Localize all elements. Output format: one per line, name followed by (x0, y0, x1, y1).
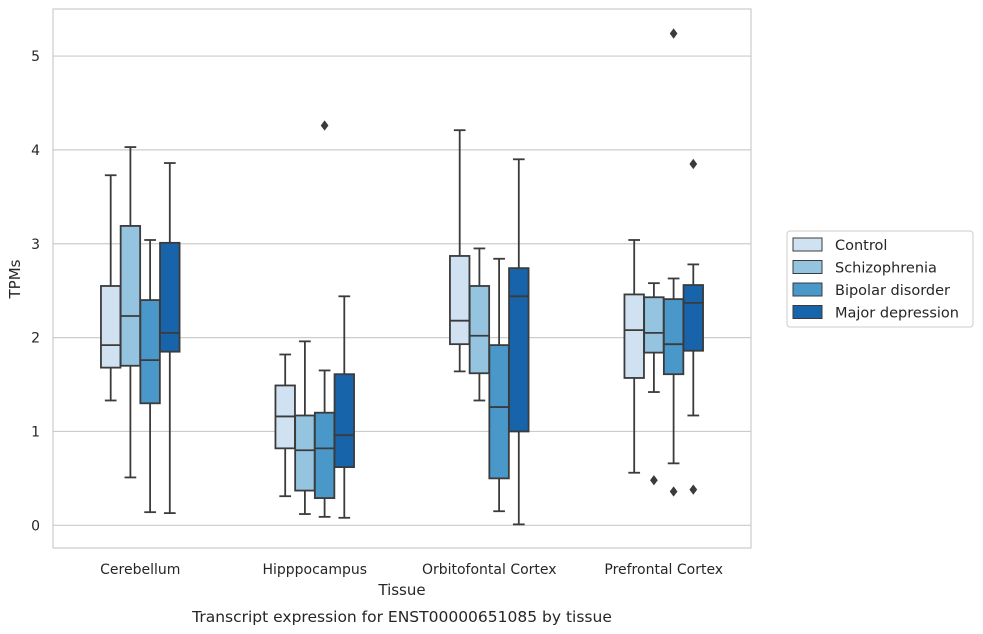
box-2-3 (508, 158, 530, 526)
x-tick-label: Prefrontal Cortex (604, 562, 723, 578)
outlier-point (669, 28, 678, 39)
legend-label: Schizophrenia (835, 261, 937, 277)
box-body (119, 225, 142, 367)
box-body (313, 411, 336, 499)
box-2-2 (488, 257, 510, 513)
y-tick-labels: 0 1 2 3 4 5 (31, 49, 40, 534)
box-body (159, 241, 181, 353)
outlier-point (650, 475, 658, 486)
box-body (333, 373, 355, 469)
y-axis-label: TPMs (6, 259, 24, 299)
box-body (139, 299, 161, 405)
box-body (100, 285, 122, 369)
y-tick-label: 4 (31, 143, 40, 159)
x-axis-label: Tissue (377, 581, 425, 599)
y-tick-label: 3 (31, 237, 40, 253)
box-body (662, 298, 685, 376)
box-body (488, 344, 510, 480)
legend-label: Control (835, 238, 887, 254)
chart-caption: Transcript expression for ENST0000065108… (191, 608, 612, 626)
box-body (449, 255, 471, 346)
box-3-2 (662, 28, 685, 497)
box-body (623, 293, 645, 379)
box-2-0 (449, 129, 471, 373)
legend-swatch (792, 237, 823, 252)
y-tick-label: 2 (31, 331, 40, 347)
outlier-point (669, 486, 678, 497)
outlier-point (689, 484, 698, 495)
y-tick-label: 0 (31, 518, 40, 534)
x-tick-labels: Cerebellum Hipppocampus Orbitofontal Corte… (100, 562, 723, 578)
x-tick-label: Hipppocampus (262, 562, 367, 578)
box-0-1 (119, 146, 142, 479)
box-2-1 (468, 247, 491, 402)
legend-frame (786, 230, 974, 328)
legend-label: Bipolar disorder (835, 283, 950, 299)
x-tick-label: Cerebellum (100, 562, 180, 578)
box-body (643, 296, 665, 354)
box-body (508, 267, 530, 433)
box-1-3 (333, 295, 355, 519)
legend-swatch (792, 282, 823, 297)
legend: Control Schizophrenia Bipolar disorder Majo… (786, 230, 974, 328)
outlier-point (320, 120, 329, 131)
y-tick-label: 5 (31, 49, 40, 65)
box-body (682, 284, 704, 352)
box-3-0 (623, 239, 645, 474)
legend-swatch (792, 305, 823, 319)
box-body (294, 414, 316, 492)
x-tick-label: Orbitofontal Cortex (422, 562, 557, 578)
legend-label: Major depression (835, 306, 959, 322)
box-0-3 (159, 162, 181, 514)
y-tick-label: 1 (31, 424, 40, 440)
legend-swatch (792, 260, 823, 274)
plot-frame (52, 8, 752, 549)
outlier-point (689, 158, 698, 170)
box-body (468, 285, 491, 375)
box-3-3 (682, 158, 704, 495)
box-1-0 (274, 353, 296, 498)
boxes (100, 28, 704, 526)
